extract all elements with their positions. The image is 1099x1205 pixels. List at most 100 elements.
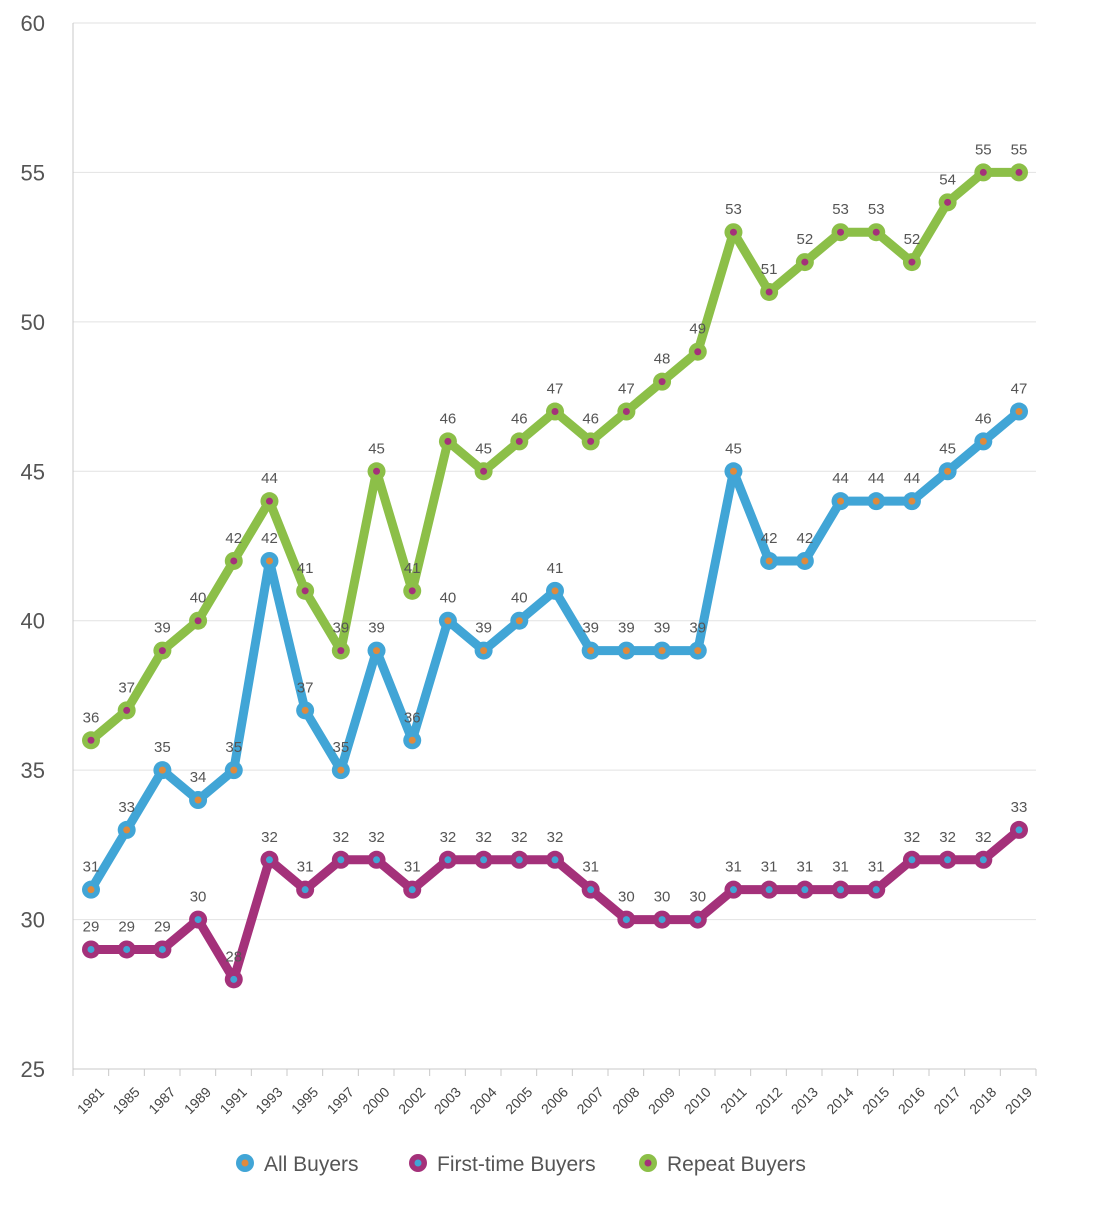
- x-tick-label: 2018: [966, 1084, 999, 1117]
- y-tick-label: 50: [21, 310, 45, 335]
- x-tick-label: 1995: [288, 1084, 321, 1117]
- data-point-center: [337, 647, 345, 655]
- data-point-center: [337, 766, 345, 774]
- data-point-center: [765, 288, 773, 296]
- data-label: 45: [939, 440, 956, 457]
- y-tick-label: 25: [21, 1057, 45, 1082]
- data-point-center: [515, 437, 523, 445]
- x-tick-label: 1989: [181, 1084, 214, 1117]
- data-point-center: [123, 706, 131, 714]
- data-point-center: [265, 557, 273, 565]
- data-point-center: [230, 766, 238, 774]
- data-label: 33: [118, 799, 135, 816]
- data-label: 31: [404, 859, 421, 876]
- x-tick-label: 1993: [252, 1084, 285, 1117]
- data-point-center: [444, 437, 452, 445]
- data-point-center: [1015, 826, 1023, 834]
- x-tick-label: 1997: [324, 1084, 357, 1117]
- data-point-center: [87, 945, 95, 953]
- data-label: 35: [154, 739, 171, 756]
- data-label: 46: [440, 410, 457, 427]
- data-label: 53: [868, 201, 885, 218]
- data-label: 48: [654, 351, 671, 368]
- legend-label: First-time Buyers: [437, 1153, 596, 1176]
- data-label: 44: [832, 470, 849, 487]
- x-tick-label: 2012: [752, 1084, 785, 1117]
- data-point-center: [908, 497, 916, 505]
- x-tick-label: 2011: [717, 1084, 750, 1117]
- data-label: 36: [83, 709, 100, 726]
- data-label: 36: [404, 709, 421, 726]
- data-point-center: [551, 408, 559, 416]
- data-label: 45: [475, 440, 492, 457]
- data-point-center: [587, 886, 595, 894]
- data-point-center: [872, 886, 880, 894]
- data-point-center: [837, 228, 845, 236]
- data-point-center: [801, 886, 809, 894]
- x-tick-label: 2008: [609, 1084, 642, 1117]
- data-point-center: [587, 647, 595, 655]
- data-point-center: [230, 975, 238, 983]
- data-label: 32: [368, 829, 385, 846]
- data-label: 28: [225, 948, 242, 965]
- data-point-center: [729, 467, 737, 475]
- data-label: 45: [725, 440, 742, 457]
- data-label: 30: [618, 889, 635, 906]
- data-point-center: [194, 916, 202, 924]
- data-label: 35: [225, 739, 242, 756]
- y-tick-label: 30: [21, 908, 45, 933]
- x-tick-label: 2013: [788, 1084, 821, 1117]
- data-point-center: [1015, 168, 1023, 176]
- data-label: 39: [618, 620, 635, 637]
- x-tick-label: 2015: [859, 1084, 892, 1117]
- data-point-center: [87, 886, 95, 894]
- data-label: 52: [904, 231, 921, 248]
- x-tick-label: 2017: [930, 1084, 963, 1117]
- data-label: 55: [1011, 141, 1028, 158]
- x-tick-label: 2002: [395, 1084, 428, 1117]
- data-point-center: [123, 945, 131, 953]
- data-point-center: [408, 886, 416, 894]
- data-label: 31: [797, 859, 814, 876]
- data-label: 41: [547, 560, 564, 577]
- data-label: 31: [761, 859, 778, 876]
- data-point-center: [230, 557, 238, 565]
- data-label: 34: [190, 769, 207, 786]
- data-point-center: [551, 587, 559, 595]
- data-point-center: [658, 916, 666, 924]
- x-tick-label: 1985: [109, 1084, 142, 1117]
- data-point-center: [622, 408, 630, 416]
- data-label: 39: [368, 620, 385, 637]
- data-point-center: [480, 647, 488, 655]
- data-label: 32: [904, 829, 921, 846]
- data-label: 30: [654, 889, 671, 906]
- data-label: 33: [1011, 799, 1028, 816]
- data-label: 32: [440, 829, 457, 846]
- x-tick-label: 2003: [431, 1084, 464, 1117]
- data-point-center: [87, 736, 95, 744]
- x-tick-label: 2010: [681, 1084, 714, 1117]
- data-label: 32: [975, 829, 992, 846]
- data-label: 39: [333, 620, 350, 637]
- y-tick-label: 55: [21, 160, 45, 185]
- data-label: 42: [797, 530, 814, 547]
- data-point-center: [301, 706, 309, 714]
- axes: 25 30 35 40 45 50 55 60 1981 1985 1987 1989 1991 1993…: [21, 11, 1037, 1117]
- data-point-center: [587, 437, 595, 445]
- data-labels: 31 33 35 34 35 42 37 35 39 36 40 39 40 41 39 39 39 39 45 42…: [83, 141, 1028, 965]
- data-point-center: [979, 437, 987, 445]
- y-tick-label: 35: [21, 758, 45, 783]
- data-point-center: [658, 647, 666, 655]
- data-point-center: [908, 856, 916, 864]
- data-label: 46: [582, 410, 599, 427]
- data-point-center: [444, 856, 452, 864]
- data-point-center: [515, 856, 523, 864]
- data-label: 31: [725, 859, 742, 876]
- data-point-center: [658, 378, 666, 386]
- data-label: 47: [547, 381, 564, 398]
- data-label: 37: [297, 679, 314, 696]
- data-label: 46: [511, 410, 528, 427]
- data-point-center: [765, 557, 773, 565]
- data-label: 32: [511, 829, 528, 846]
- legend-label: Repeat Buyers: [667, 1153, 806, 1176]
